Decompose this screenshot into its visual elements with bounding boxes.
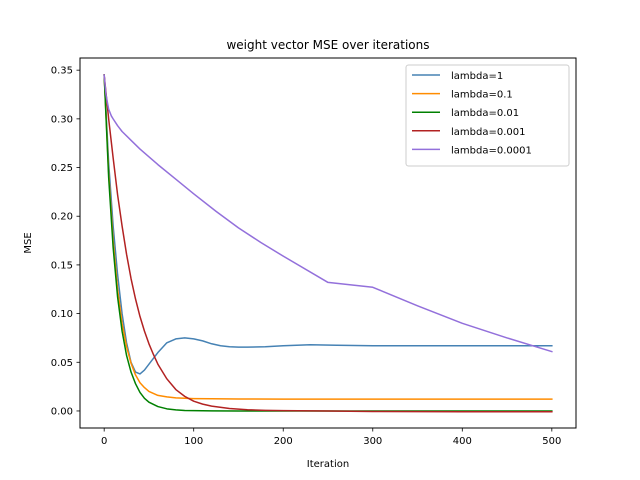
- legend-label-2: lambda=0.01: [451, 108, 519, 119]
- x-axis: 0 100 200 300 400 500: [101, 428, 561, 447]
- y-tick-label: 0.00: [51, 406, 73, 417]
- x-tick-label: 100: [184, 436, 203, 447]
- y-tick-label: 0.10: [51, 309, 73, 320]
- y-axis: 0.00 0.05 0.10 0.15 0.20 0.25 0.30 0.35: [51, 66, 80, 417]
- legend-label-0: lambda=1: [451, 71, 503, 82]
- x-tick-label: 200: [274, 436, 293, 447]
- plot-area: [103, 74, 553, 413]
- y-tick-label: 0.15: [51, 260, 73, 271]
- y-tick-label: 0.05: [51, 358, 73, 369]
- x-tick-label: 0: [101, 436, 107, 447]
- series-line-3: [103, 74, 553, 413]
- y-tick-label: 0.30: [51, 114, 73, 125]
- series-line-4: [103, 74, 553, 353]
- legend: lambda=1 lambda=0.1 lambda=0.01 lambda=0.00…: [405, 64, 570, 167]
- x-tick-label: 300: [363, 436, 382, 447]
- legend-label-3: lambda=0.001: [451, 127, 525, 138]
- y-tick-label: 0.35: [51, 66, 73, 77]
- series-line-1: [103, 74, 553, 400]
- chart-title: weight vector MSE over iterations: [226, 38, 429, 52]
- y-axis-label: MSE: [23, 232, 34, 253]
- x-tick-label: 500: [542, 436, 561, 447]
- legend-label-1: lambda=0.1: [451, 90, 513, 101]
- y-tick-label: 0.25: [51, 163, 73, 174]
- y-tick-label: 0.20: [51, 212, 73, 223]
- x-tick-label: 400: [453, 436, 472, 447]
- legend-label-4: lambda=0.0001: [451, 145, 532, 156]
- x-axis-label: Iteration: [307, 459, 349, 470]
- legend-frame: [405, 64, 570, 167]
- axes-frame: [79, 57, 577, 429]
